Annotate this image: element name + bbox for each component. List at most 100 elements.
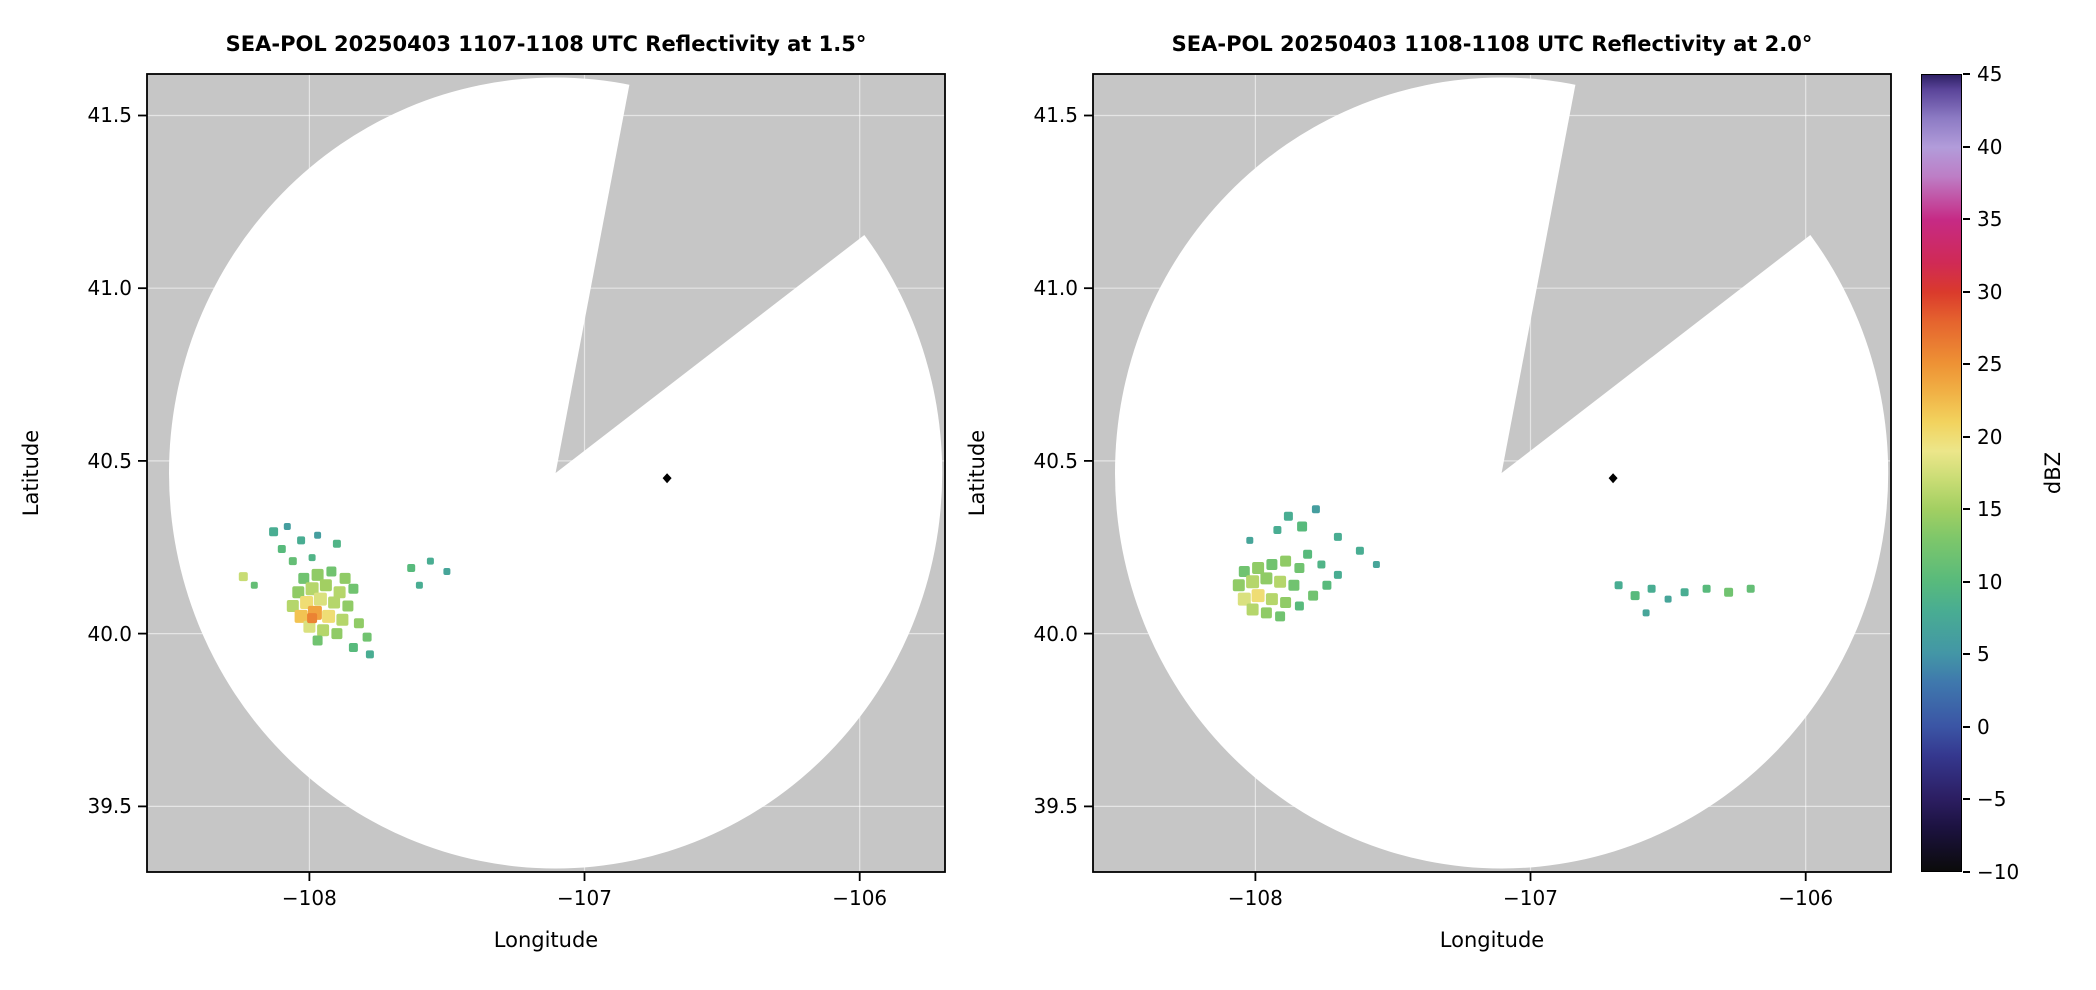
colorbar-tick-label: 25	[1977, 352, 2003, 377]
echo-cell	[1246, 575, 1260, 589]
echo-cell	[300, 596, 314, 609]
echo-cell	[1746, 584, 1755, 593]
echo-cell	[331, 628, 343, 640]
echo-cell	[1642, 609, 1650, 617]
echo-cell	[1680, 588, 1689, 597]
y-tick-label: 39.5	[87, 794, 132, 819]
echo-cell	[328, 596, 341, 609]
echo-cell	[407, 564, 416, 572]
echo-cell	[326, 566, 337, 577]
echo-cell	[1246, 603, 1259, 616]
echo-cell	[1266, 559, 1278, 570]
echo-cell	[332, 539, 341, 548]
echo-cell	[269, 527, 279, 537]
radar-missing-sector	[555, 74, 945, 473]
colorbar-tick-label: 30	[1977, 279, 2003, 304]
colorbar-tick	[1963, 725, 1970, 728]
echo-cell	[1297, 521, 1308, 532]
echo-cell	[1274, 575, 1287, 588]
echo-cell	[308, 554, 316, 562]
echo-cell	[1283, 511, 1293, 521]
y-axis-label: Latitude	[965, 429, 989, 517]
echo-cell	[426, 557, 434, 565]
colorbar-tick	[1963, 145, 1970, 148]
colorbar-tick-label: 20	[1977, 424, 2003, 449]
colorbar-tick	[1963, 580, 1970, 583]
echo-cell	[305, 582, 319, 596]
colorbar-tick-label: 10	[1977, 569, 2003, 594]
y-tick-label: 40.0	[1033, 621, 1078, 646]
echo-cell	[348, 643, 358, 652]
echo-cell	[1724, 587, 1734, 597]
echo-cell	[1317, 560, 1326, 569]
echo-cell	[312, 635, 323, 646]
plot-border	[1092, 73, 1892, 873]
echo-cell	[1288, 579, 1300, 591]
echo-cell	[250, 581, 258, 589]
echo-cell	[348, 583, 359, 594]
echo-cell	[365, 650, 374, 659]
y-tick-label: 39.5	[1033, 794, 1078, 819]
echo-cell	[1252, 562, 1265, 574]
radar-ppi-plot	[1084, 73, 1892, 881]
echo-cell	[1303, 549, 1313, 559]
echo-cell	[1273, 526, 1282, 534]
echo-cell	[1372, 561, 1380, 568]
y-axis-label: Latitude	[19, 429, 43, 517]
echo-cell	[294, 609, 308, 623]
colorbar-tick-label: 5	[1977, 642, 1990, 667]
echo-cell	[1664, 595, 1672, 603]
echo-cell	[1308, 590, 1319, 601]
echo-cell	[303, 620, 316, 633]
colorbar-tick	[1963, 653, 1970, 656]
x-tick-label: −108	[1227, 886, 1283, 910]
echo-cell	[292, 586, 305, 599]
x-tick-label: −106	[1778, 886, 1834, 910]
echo-cell	[1275, 611, 1286, 622]
echo-cell	[314, 531, 322, 539]
panel-title: SEA-POL 20250403 1107-1108 UTC Reflectiv…	[225, 32, 867, 56]
echo-cell	[322, 609, 336, 623]
colorbar-tick-label: −5	[1977, 787, 2007, 812]
colorbar-tick	[1963, 508, 1970, 511]
echo-cell	[362, 632, 372, 642]
echo-cell	[1322, 580, 1332, 590]
colorbar-tick-label: −10	[1977, 860, 2020, 884]
colorbar-tick-label: 40	[1977, 134, 2003, 159]
echo-cell	[1333, 570, 1342, 579]
y-tick-label: 40.0	[87, 621, 132, 646]
x-tick-label: −107	[557, 886, 612, 910]
echo-cell	[1251, 589, 1265, 603]
echo-cell	[1702, 584, 1711, 593]
echo-cell	[1280, 555, 1292, 567]
echo-cell	[342, 600, 354, 612]
echo-cell	[1265, 593, 1278, 606]
echo-cell	[313, 592, 327, 606]
colorbar-tick-label: 35	[1977, 207, 2003, 232]
colorbar-tick-label: 0	[1977, 714, 1990, 739]
echo-cell	[1630, 591, 1640, 601]
x-axis-label: Longitude	[1439, 928, 1545, 952]
colorbar-tick	[1963, 871, 1970, 873]
echo-cell	[336, 613, 349, 626]
echo-cell	[1260, 607, 1272, 619]
colorbar-tick	[1963, 798, 1970, 801]
echo-cell	[1355, 546, 1364, 555]
colorbar-tick	[1963, 73, 1970, 75]
echo-cell	[1294, 601, 1304, 611]
echo-cell	[277, 545, 286, 553]
echo-cell	[286, 600, 299, 612]
radar-site-marker	[662, 473, 672, 484]
colorbar-gradient	[1921, 74, 1962, 872]
echo-cell	[238, 572, 248, 582]
echo-cell	[319, 579, 332, 592]
echo-cell	[1238, 566, 1250, 577]
radar-panel-left: SEA-POL 20250403 1107-1108 UTC Reflectiv…	[19, 32, 946, 952]
colorbar-tick	[1963, 363, 1970, 366]
echo-cell	[317, 624, 330, 637]
y-tick-label: 41.0	[87, 276, 132, 301]
echo-cell	[1333, 532, 1342, 541]
echo-cell	[1311, 505, 1320, 514]
echo-cell	[339, 572, 351, 584]
echo-cell	[333, 586, 346, 599]
